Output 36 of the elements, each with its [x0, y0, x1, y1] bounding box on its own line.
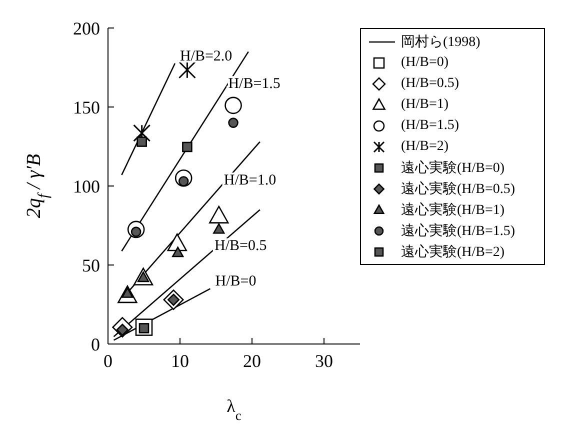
legend-label: (H/B=0.5) — [401, 76, 460, 92]
y-tick-label: 200 — [73, 18, 100, 38]
legend-label: (H/B=0) — [401, 54, 449, 70]
point — [167, 233, 187, 252]
annotation: H/B=1.5 — [228, 76, 280, 92]
point — [172, 246, 184, 258]
annotation: H/B=0.5 — [214, 238, 267, 254]
x-tick-label: 0 — [104, 350, 112, 371]
legend-label: 遠心実験(H/B=1.5) — [401, 222, 516, 240]
x-tick-label: 10 — [171, 350, 189, 371]
annotation: H/B=2.0 — [180, 48, 232, 64]
x-tick-label: 30 — [315, 350, 333, 371]
legend-label: 遠心実験(H/B=1) — [401, 201, 505, 218]
y-tick-label: 150 — [73, 97, 100, 118]
y-tick-label: 0 — [91, 334, 100, 354]
y-tick-label: 100 — [73, 176, 100, 196]
point — [213, 223, 225, 234]
x-tick-label: 20 — [243, 350, 261, 371]
point — [136, 136, 147, 147]
legend-label: 岡村ら(1998) — [401, 34, 480, 50]
annotation: H/B=1.0 — [224, 172, 276, 189]
x-axis-title: λ$_{c}$ — [226, 396, 242, 422]
legend-label: (H/B=1) — [401, 96, 449, 112]
point — [224, 96, 242, 114]
legend-label: (H/B=2) — [401, 138, 449, 154]
point — [228, 118, 238, 128]
point — [133, 124, 151, 142]
legend-label: (H/B=1.5) — [401, 118, 460, 134]
legend-label: 遠心実験(H/B=0) — [401, 159, 505, 176]
point — [209, 206, 229, 224]
point — [178, 61, 196, 79]
point — [182, 142, 192, 152]
annotation: H/B=0 — [215, 274, 256, 290]
legend-label: 遠心実験(H/B=0.5) — [401, 180, 516, 198]
legend-label: 遠心実験(H/B=2) — [401, 243, 505, 260]
y-tick-label: 50 — [82, 255, 100, 276]
